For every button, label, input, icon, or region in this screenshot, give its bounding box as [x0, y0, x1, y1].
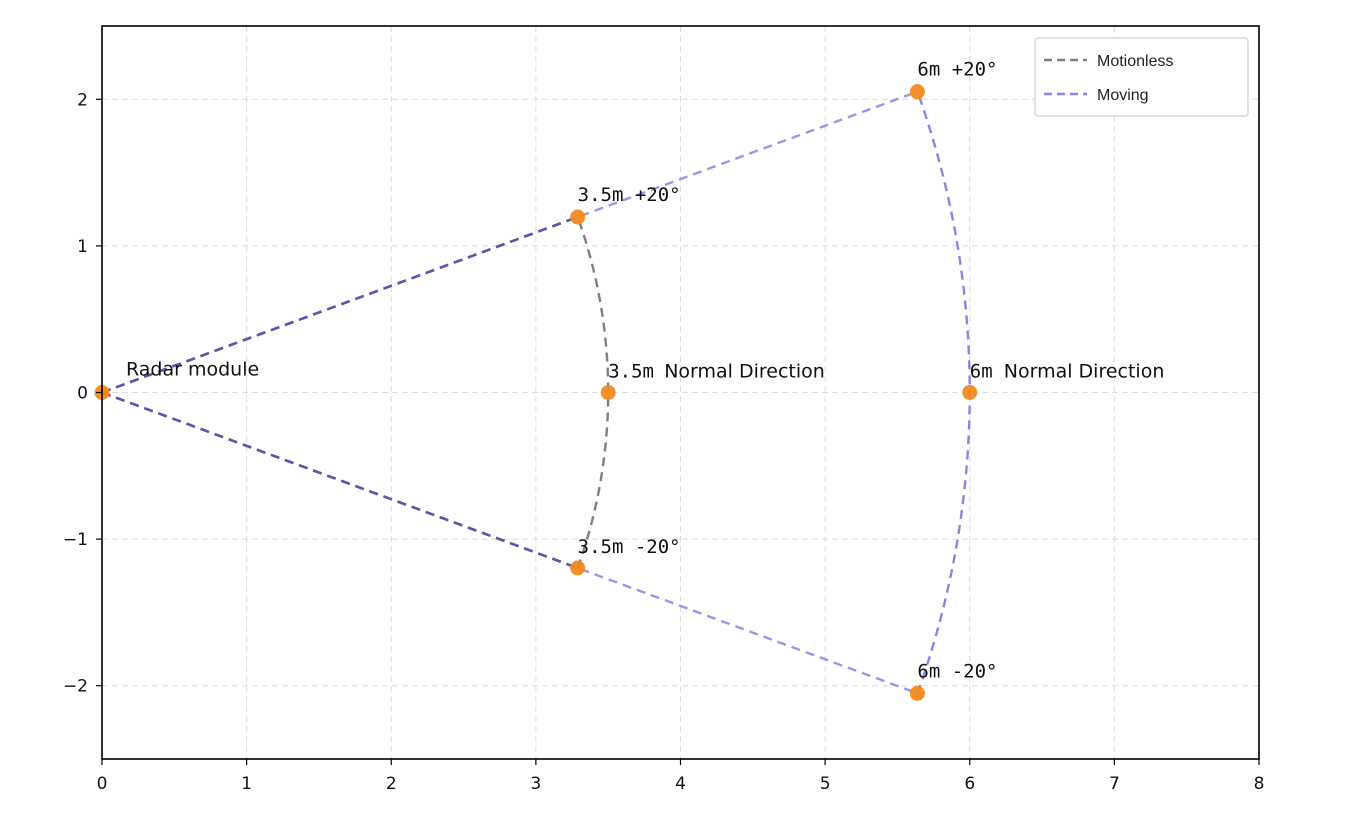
annotation-label: Normal Direction	[1004, 361, 1165, 383]
x-tick-label: 1	[241, 774, 252, 794]
data-point	[600, 385, 616, 400]
x-tick-label: 6	[964, 774, 975, 794]
y-tick-label: −2	[63, 677, 88, 697]
x-tick-label: 3	[530, 774, 541, 794]
annotation-label: 6m +20°	[917, 59, 997, 81]
data-point	[570, 209, 586, 225]
annotation-label: Normal Direction	[664, 361, 825, 383]
edge-moving	[101, 391, 918, 695]
data-point	[909, 685, 925, 701]
data-point	[909, 84, 925, 100]
y-tick-label: 2	[77, 90, 88, 110]
edge-overlap	[101, 391, 579, 570]
legend-box	[1034, 37, 1249, 117]
legend-moving-label: Moving	[1097, 87, 1149, 104]
x-tick-label: 2	[386, 774, 397, 794]
legend: Motionless Moving	[1034, 37, 1249, 117]
x-tick-label: 0	[97, 774, 108, 794]
annotation-label: 6m -20°	[917, 660, 997, 682]
x-tick-label: 4	[675, 774, 686, 794]
y-tick-label: 1	[77, 237, 88, 257]
y-tick-label: 0	[77, 384, 88, 404]
x-tick-label: 8	[1254, 774, 1265, 794]
annotation-label: 6m	[970, 361, 993, 383]
annotations: Radar module 3.5m +20° 3.5m Normal Directio…	[126, 59, 1164, 683]
data-points	[94, 84, 978, 701]
annotation-label: Radar module	[126, 359, 259, 381]
x-tick-label: 5	[820, 774, 831, 794]
x-tick-label: 7	[1109, 774, 1120, 794]
axis-ticks: 0 1 2 3 4 5 6 7 8 −2 −1 0 1 2	[63, 90, 1264, 794]
legend-motionless-label: Motionless	[1097, 53, 1173, 70]
annotation-label: 3.5m -20°	[578, 536, 681, 558]
annotation-label: 3.5m	[608, 361, 654, 383]
edge-moving	[101, 90, 918, 394]
annotation-label: 3.5m +20°	[578, 184, 681, 206]
y-tick-label: −1	[63, 530, 88, 550]
data-point	[962, 385, 978, 400]
edge-overlap	[101, 215, 579, 394]
grid	[101, 26, 1260, 759]
data-point	[570, 560, 586, 576]
